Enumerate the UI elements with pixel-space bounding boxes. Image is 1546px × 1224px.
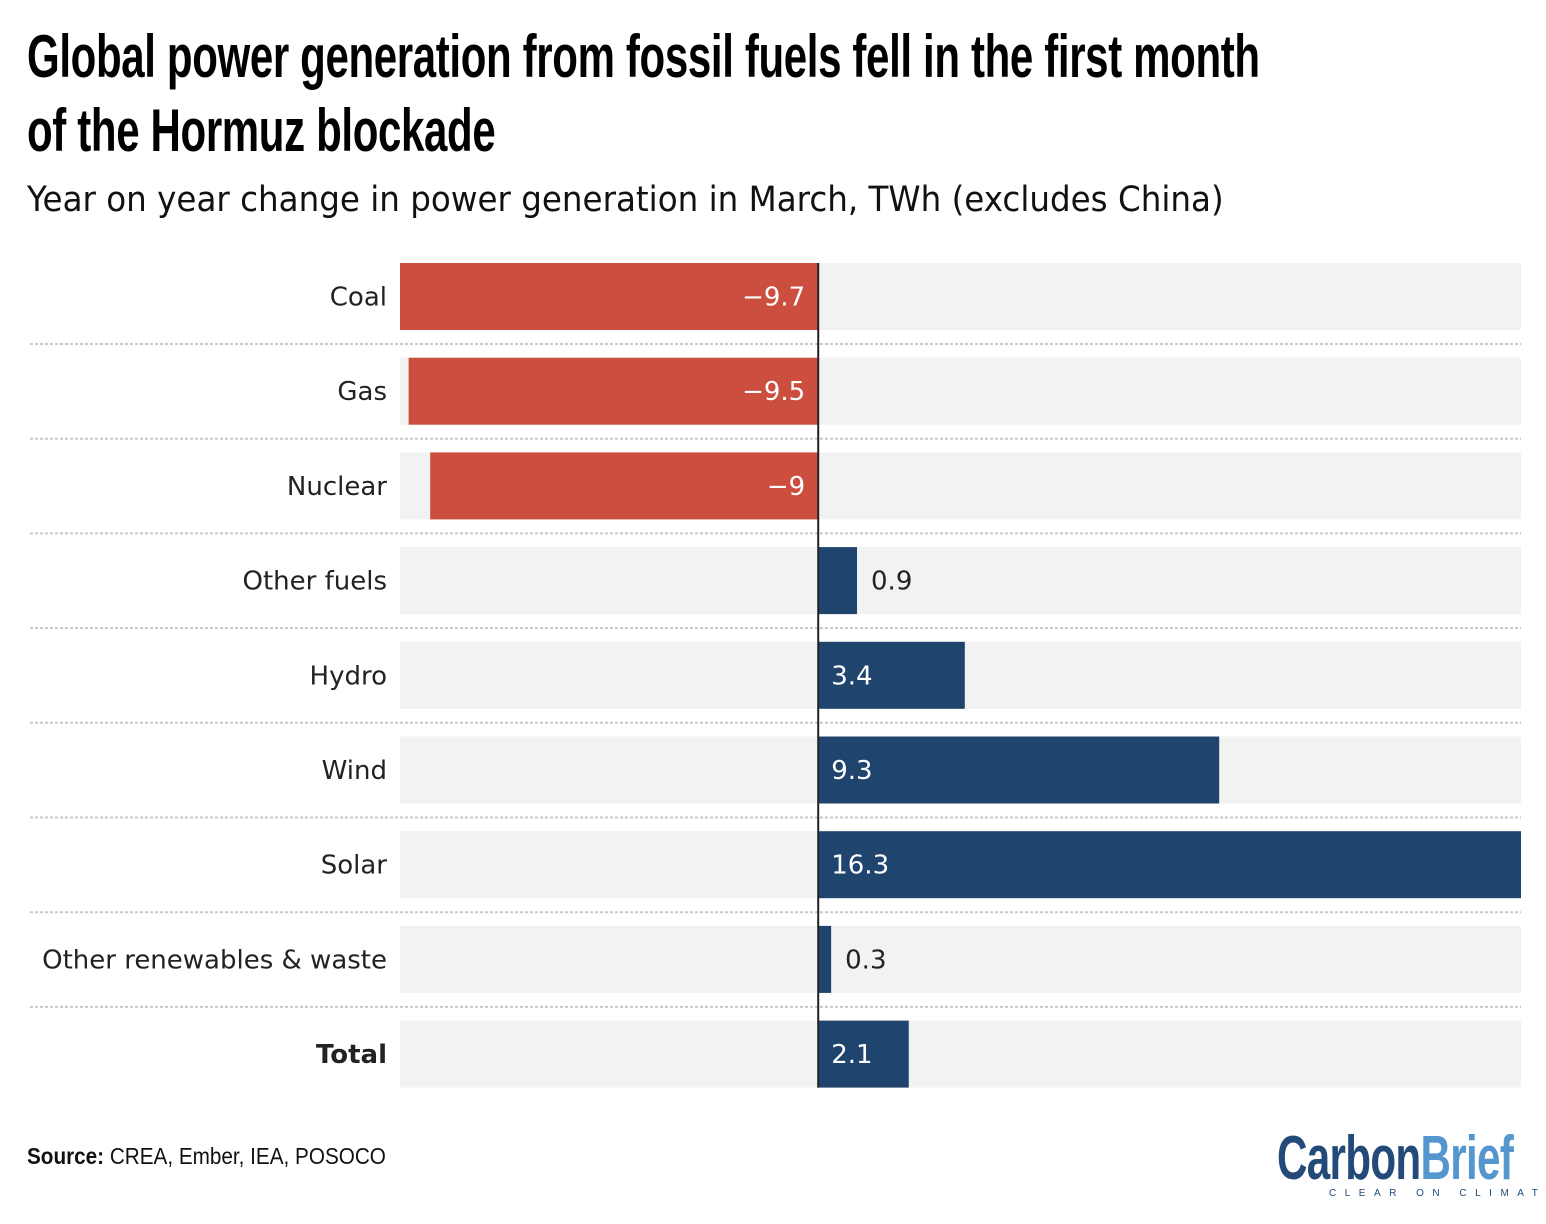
- category-label: Coal: [330, 283, 387, 313]
- data-label: 3.4: [831, 661, 872, 691]
- data-label: −9.5: [742, 377, 805, 407]
- data-label: 9.3: [831, 756, 872, 786]
- source-note: Source: CREA, Ember, IEA, POSOCO: [27, 1143, 386, 1170]
- category-label: Solar: [321, 851, 388, 881]
- bar: [430, 452, 819, 520]
- chart-title-line-1: Global power generation from fossil fuel…: [27, 23, 1260, 90]
- chart-title-line-2: of the Hormuz blockade: [27, 97, 496, 164]
- chart-subtitle: Year on year change in power generation …: [27, 180, 1224, 220]
- data-label: 16.3: [831, 851, 889, 881]
- source-label: Source:: [27, 1143, 105, 1169]
- bar-background: [400, 925, 1521, 993]
- bar-background: [400, 547, 1521, 615]
- category-label: Nuclear: [287, 472, 387, 502]
- category-label: Gas: [337, 377, 387, 407]
- source-text: CREA, Ember, IEA, POSOCO: [104, 1143, 386, 1169]
- category-label: Wind: [322, 756, 387, 786]
- bar: [818, 1020, 909, 1088]
- category-label: Total: [316, 1040, 387, 1070]
- logo-tagline: CLEAR ON CLIMATE: [1329, 1188, 1546, 1199]
- bar: [818, 641, 965, 709]
- bar: [408, 357, 819, 425]
- bar: [818, 925, 832, 993]
- data-label: 2.1: [831, 1040, 872, 1070]
- category-label: Other renewables & waste: [42, 945, 387, 975]
- bar: [818, 736, 1220, 804]
- bar-background: [400, 1020, 1521, 1088]
- bar-chart: Coal −9.7 Gas −9.5 Nuclear −9 Other fuels 0.9 Hy…: [30, 263, 1521, 1088]
- category-label: Hydro: [310, 661, 387, 691]
- data-label: 0.3: [845, 945, 886, 975]
- carbonbrief-logo: CarbonBrief CLEAR ON CLIMATE: [1277, 1128, 1546, 1200]
- bar: [400, 263, 819, 330]
- data-label: 0.9: [871, 567, 912, 597]
- logo-part1: Carbon: [1277, 1124, 1421, 1193]
- logo-part2: Brief: [1420, 1124, 1514, 1193]
- data-label: −9: [767, 472, 805, 502]
- category-label: Other fuels: [243, 567, 388, 597]
- bar: [818, 831, 1521, 899]
- bar: [818, 547, 858, 615]
- data-label: −9.7: [742, 283, 805, 313]
